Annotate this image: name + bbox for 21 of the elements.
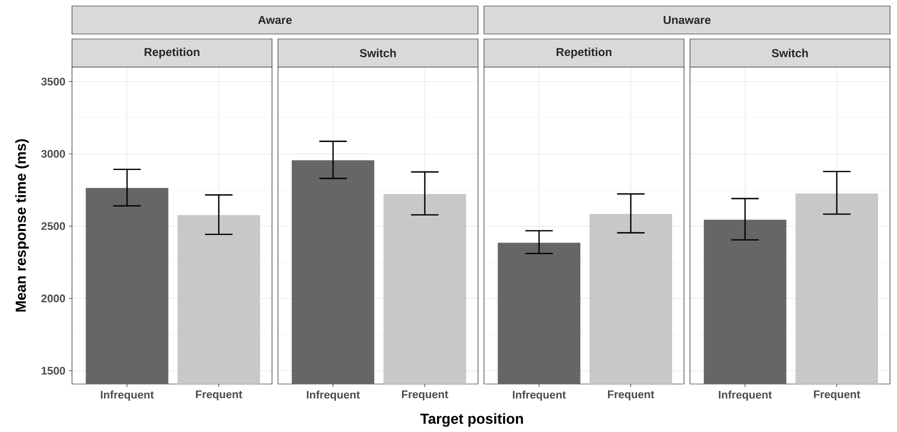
x-tick-label: Infrequent (512, 390, 566, 401)
chart-title: Aware (258, 16, 292, 24)
y-tick-label: 3500 (41, 78, 66, 86)
y-axis-title: Mean response time (ms) (15, 139, 29, 312)
y-tick-label: 2500 (41, 222, 66, 230)
x-tick-label: Infrequent (306, 390, 360, 401)
chart-subtitle: Switch (360, 48, 396, 58)
x-tick-label: Frequent (814, 390, 860, 400)
chart-subtitle: Repetition (556, 48, 612, 58)
x-tick-label: Frequent (196, 390, 242, 400)
x-tick-label: Infrequent (718, 390, 772, 401)
x-tick-label: Infrequent (100, 390, 154, 401)
chart-subtitle: Repetition (144, 48, 200, 58)
y-tick-label: 2000 (41, 294, 66, 302)
x-tick-label: Frequent (608, 390, 654, 400)
chart-title: Unaware (664, 16, 711, 24)
y-tick-label: 3000 (41, 150, 66, 158)
x-tick-label: Frequent (402, 390, 448, 400)
x-axis-title: Target position (420, 413, 523, 427)
chart-subtitle: Switch (772, 48, 808, 58)
y-tick-label: 1500 (42, 366, 66, 375)
